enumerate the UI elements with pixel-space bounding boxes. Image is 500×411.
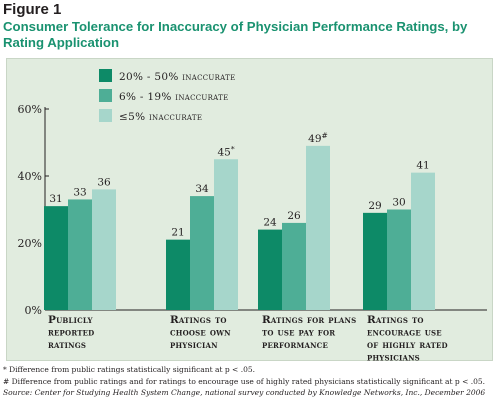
category-label: Ratings for plans to use pay for performan…: [262, 314, 356, 351]
category-label-line: reported: [48, 327, 94, 339]
legend-label: 20% - 50% inaccurate: [119, 71, 236, 83]
bar: [411, 172, 435, 310]
category-label: Ratings to encourage use of highly rated ph…: [367, 314, 448, 362]
footnote-asterisk: * Difference from public ratings statist…: [3, 365, 256, 374]
bar-value-label: 49#: [308, 131, 328, 145]
category-label: Ratings to choose own physician: [170, 314, 231, 351]
bar: [92, 189, 116, 310]
bar-value-label: 21: [171, 227, 184, 239]
category-label-line: Publicly: [48, 314, 94, 326]
y-tick-label: 40%: [18, 170, 42, 183]
source-note: Source: Center for Studying Health Syste…: [3, 388, 486, 397]
bar: [363, 212, 387, 310]
bar: [44, 206, 68, 310]
bar-value-label: 34: [195, 183, 209, 195]
bar: [258, 229, 282, 310]
bar-value-label: 24: [263, 217, 277, 229]
legend-swatch: [99, 109, 112, 122]
bar: [282, 222, 306, 310]
legend-label: 6% - 19% inaccurate: [119, 91, 229, 103]
footnote-hash: # Difference from public ratings and for…: [3, 376, 486, 386]
bar-value-label: 45*: [217, 144, 234, 158]
category-label-line: Ratings to: [367, 314, 424, 326]
y-tick-label: 20%: [18, 237, 42, 250]
significance-marker: #: [322, 131, 328, 140]
category-label-line: of highly rated: [367, 339, 448, 351]
legend-swatch: [99, 69, 112, 82]
category-label-line: physicians: [367, 352, 420, 363]
bar: [68, 199, 92, 310]
y-tick-label: 0%: [25, 304, 42, 317]
bar-value-label: 33: [73, 186, 86, 198]
chart-panel: 0% 20% 40% 60% 31 21 24 29 33 34 26 30 36 45* 49# 41 Pub…: [6, 58, 493, 362]
bar: [166, 239, 190, 310]
category-label-line: performance: [262, 339, 328, 351]
category-label-line: choose own: [170, 327, 231, 339]
category-label-line: Ratings to: [170, 314, 227, 326]
bar: [387, 209, 411, 310]
legend-swatch: [99, 89, 112, 102]
bar-value-label: 36: [97, 176, 111, 188]
bar: [306, 145, 330, 310]
bar-value-label: 30: [392, 197, 405, 209]
bar: [214, 159, 238, 310]
figure-label: Figure 1: [3, 1, 62, 18]
category-label-line: to use pay for: [262, 327, 335, 339]
category-label-line: encourage use: [367, 327, 442, 339]
category-label-line: Ratings for plans: [262, 314, 356, 326]
category-label: Publicly reported ratings: [48, 314, 94, 351]
bar-value-label: 29: [368, 200, 381, 212]
bar-value-label: 26: [287, 210, 301, 222]
y-tick-label: 60%: [18, 103, 42, 116]
legend-label: ≤5% inaccurate: [119, 111, 202, 123]
category-label-line: physician: [170, 339, 218, 351]
category-label-line: ratings: [48, 339, 86, 351]
bar-chart: 0% 20% 40% 60% 31 21 24 29 33 34 26 30 36 45* 49# 41 Pub…: [18, 69, 487, 362]
bar: [190, 196, 214, 310]
chart-title: Consumer Tolerance for Inaccuracy of Phy…: [3, 19, 468, 50]
bar-value-label: 41: [416, 160, 429, 172]
significance-marker: *: [231, 144, 235, 153]
bar-value-label: 31: [49, 193, 62, 205]
chart-footer: * Difference from public ratings statist…: [3, 364, 497, 399]
